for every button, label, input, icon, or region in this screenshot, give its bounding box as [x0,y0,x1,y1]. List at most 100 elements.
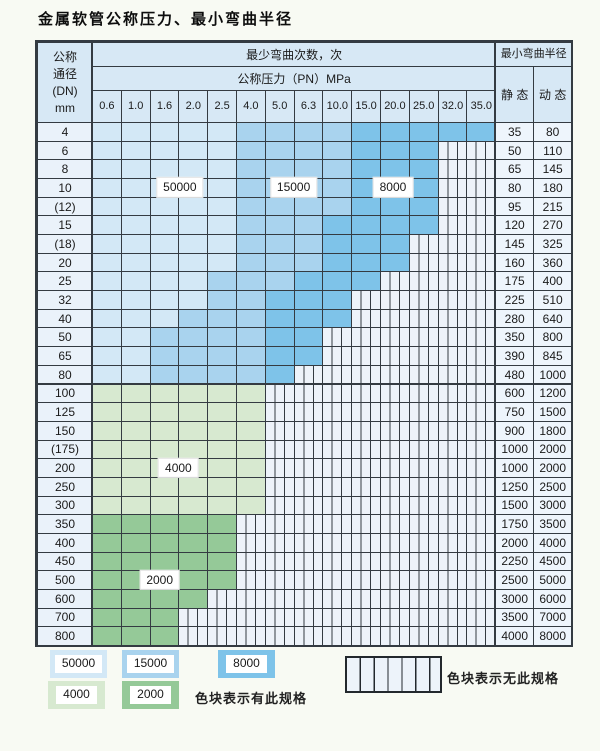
table-cell [236,346,266,366]
table-cell [120,626,151,646]
page-title: 金属软管公称压力、最小弯曲半径 [38,11,294,28]
table-cell [380,290,410,310]
table-cell [207,607,237,628]
table-cell [236,458,266,478]
dynamic-value-cell: 270 [533,215,573,236]
table-cell [149,196,180,217]
table-cell [264,290,295,310]
table-cell [437,308,468,329]
table-cell [92,346,122,366]
dynamic-value-cell: 1000 [533,364,573,385]
table-cell [351,290,381,310]
dynamic-value-cell: 4000 [533,532,573,553]
table-cell [293,607,324,628]
table-cell [264,402,295,422]
legend-swatch-label: 4000 [56,686,97,704]
table-cell [437,402,468,422]
legend-swatch-8000: 8000 [218,650,275,678]
table-cell [264,626,295,646]
table-cell [437,122,468,142]
table-cell [264,607,295,628]
table-cell [92,532,122,553]
static-value-cell: 390 [495,346,535,366]
table-cell [264,458,295,478]
table-cell [264,271,295,292]
table-cell [92,570,122,590]
table-cell [120,458,151,478]
table-cell [149,346,180,366]
legend-swatch-label: 15000 [126,655,175,673]
table-cell [380,607,410,628]
table-cell [178,514,209,534]
dn-cell: (175) [37,439,93,460]
table-cell [351,364,381,385]
pressure-col-header: 25.0 [408,90,439,123]
table-cell [207,234,237,254]
table-cell [236,439,266,460]
legend-swatch-label: 8000 [226,655,267,673]
pressure-header-cell: 公称压力（PN）MPa [92,66,497,91]
table-cell [149,140,180,161]
table-cell [120,178,151,198]
table-cell [408,514,439,534]
pressure-col-header: 6.3 [293,90,324,123]
table-cell [466,495,497,516]
table-cell [207,495,237,516]
table-cell [408,420,439,441]
dynamic-value-cell: 640 [533,308,573,329]
table-cell [293,140,324,161]
table-cell [322,588,353,609]
legend-hatch-box [345,656,442,693]
pressure-col-header: 32.0 [437,90,468,123]
table-cell [322,290,353,310]
pressure-col-header: 15.0 [351,90,381,123]
table-cell [92,122,122,142]
table-cell [120,234,151,254]
table-cell [380,122,410,142]
dynamic-value-cell: 180 [533,178,573,198]
table-cell [207,570,237,590]
table-cell [92,178,122,198]
table-cell [351,570,381,590]
dynamic-value-cell: 800 [533,327,573,348]
table-cell [120,420,151,441]
table-cell [380,458,410,478]
table-cell [437,140,468,161]
dn-cell: 6 [37,140,93,161]
table-cell [437,458,468,478]
dynamic-value-cell: 2500 [533,476,573,497]
dynamic-value-cell: 2000 [533,439,573,460]
table-cell [236,140,266,161]
legend: 50000 15000 8000 4000 2000 色块表示有此规格 色块表示… [35,648,600,740]
table-cell [437,290,468,310]
table-cell [380,252,410,273]
static-value-cell: 120 [495,215,535,236]
table-cell [149,327,180,348]
table-cell [437,364,468,385]
table-cell [264,308,295,329]
table-cell [178,402,209,422]
table-cell [293,514,324,534]
dn-cell: 200 [37,458,93,478]
table-cell [120,308,151,329]
pressure-col-header: 0.6 [92,90,122,123]
table-cell [351,514,381,534]
table-cell [149,364,180,385]
dn-cell: 250 [37,476,93,497]
table-cell [120,588,151,609]
table-cell [178,196,209,217]
table-cell [466,607,497,628]
pressure-col-header: 2.0 [178,90,209,123]
table-cell [437,439,468,460]
dynamic-value-cell: 2000 [533,458,573,478]
table-cell [408,495,439,516]
table-cell [293,234,324,254]
table-cell [322,364,353,385]
table-cell [293,159,324,180]
table-cell [149,607,180,628]
table-cell [322,420,353,441]
table-cell [466,327,497,348]
table-cell [236,290,266,310]
table-cell [322,570,353,590]
table-cell [178,607,209,628]
